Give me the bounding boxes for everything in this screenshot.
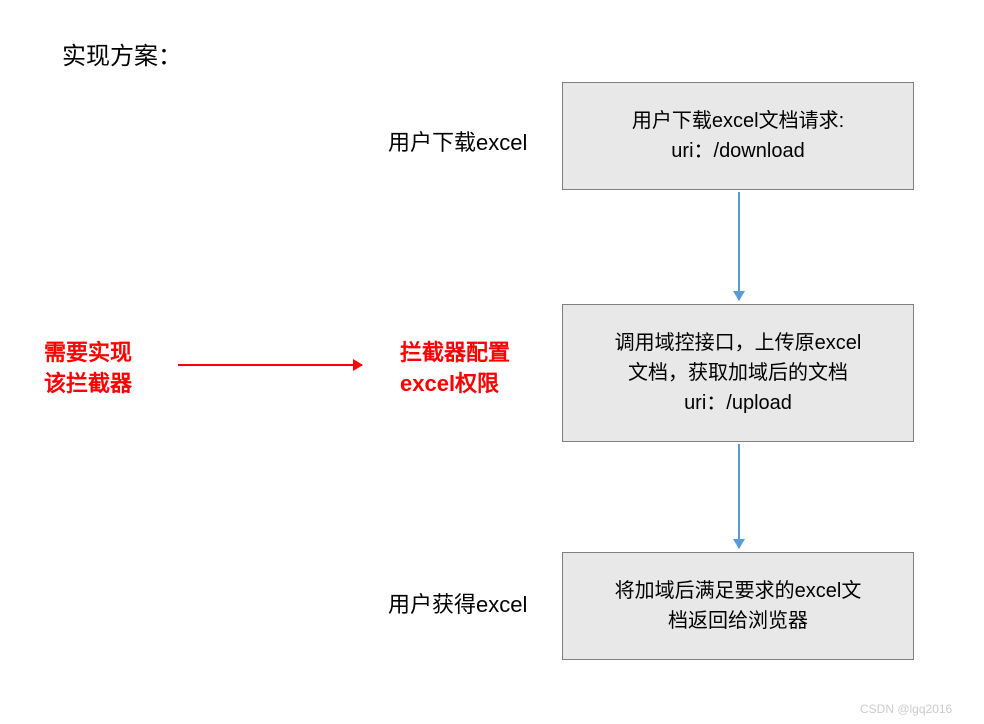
page-title: 实现方案： bbox=[62, 36, 182, 71]
edge-need-interceptor bbox=[178, 364, 362, 366]
node-download: 用户下载excel文档请求: uri：/download bbox=[562, 82, 914, 190]
need-implement-label: 需要实现 该拦截器 bbox=[44, 338, 132, 400]
edge-download-upload bbox=[738, 192, 740, 300]
watermark: CSDN @lgq2016 bbox=[860, 702, 952, 716]
user-download-label: 用户下载excel bbox=[388, 128, 527, 159]
interceptor-config-label: 拦截器配置 excel权限 bbox=[400, 338, 510, 400]
user-get-label: 用户获得excel bbox=[388, 590, 527, 621]
node-return: 将加域后满足要求的excel文 档返回给浏览器 bbox=[562, 552, 914, 660]
node-upload: 调用域控接口，上传原excel 文档，获取加域后的文档 uri：/upload bbox=[562, 304, 914, 442]
edge-upload-return bbox=[738, 444, 740, 548]
